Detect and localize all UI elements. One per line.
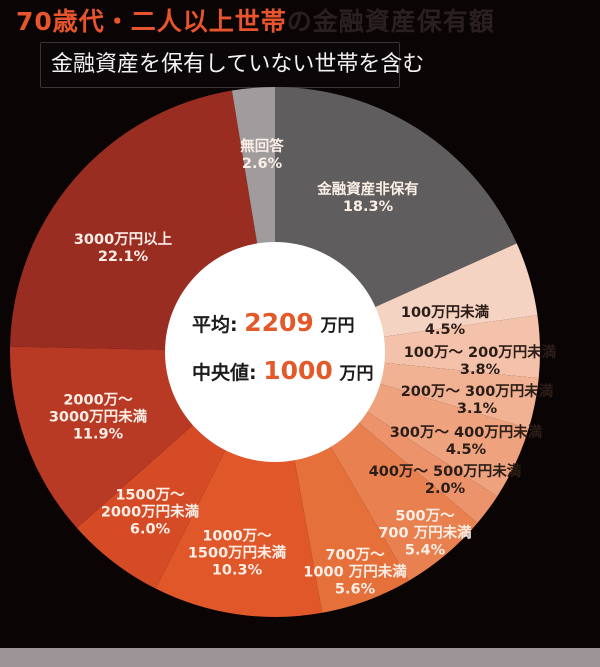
slice-label-line: 2.6%: [241, 156, 283, 172]
slice-label: 200万～ 300万円未満 3.1%: [401, 384, 554, 418]
pie-slice: [275, 315, 540, 379]
footer-strip: [0, 648, 600, 667]
chart-title-visible: 70歳代・二人以上世帯: [16, 7, 287, 36]
slice-label-line: 10.3%: [211, 562, 263, 579]
slice-label-line: 1000万～: [202, 528, 272, 545]
slice-label-line: 3000万円以上: [73, 232, 173, 248]
center-summary: 平均: 2209 万円 中央値: 1000 万円: [192, 308, 373, 404]
donut-hole: [165, 242, 385, 462]
slice-label-line: 2.0%: [424, 481, 466, 497]
slice-label-line: 3000万円未満: [48, 409, 148, 426]
median-value: 1000: [263, 356, 333, 385]
slice-label-line: 100万～ 200万円未満: [403, 345, 557, 361]
slice-label-line: 5.4%: [404, 542, 446, 559]
slice-label: 3000万円以上 22.1%: [74, 232, 172, 266]
slice-label: 500万～ 700 万円未満 5.4%: [378, 509, 471, 560]
slice-label-line: 500万～: [395, 508, 455, 525]
slice-label-line: 18.3%: [342, 199, 394, 215]
slice-label-line: 300万～ 400万円未満: [389, 425, 543, 441]
slice-label: 1000万～ 1500万円未満 10.3%: [188, 529, 286, 580]
slice-label-line: 1500万～: [115, 487, 185, 504]
slice-label-line: 5.6%: [334, 581, 376, 598]
slice-label-line: 100万円未満: [400, 305, 490, 321]
slice-label-line: 6.0%: [129, 521, 171, 538]
slice-label-line: 3.8%: [459, 362, 501, 378]
slice-label: 100万円未満 4.5%: [401, 305, 489, 339]
median-unit: 万円: [339, 364, 374, 384]
mean-label: 平均: [192, 314, 231, 336]
slice-label: 300万～ 400万円未満 4.5%: [390, 425, 543, 459]
chart-title-obscured: の金融資産保有額: [286, 7, 495, 36]
slice-label-line: 無回答: [240, 139, 284, 155]
slice-label-line: 2000万～: [63, 392, 133, 409]
median-label: 中央値: [192, 362, 250, 384]
slice-label-line: 4.5%: [445, 442, 487, 458]
chart-title: 70歳代・二人以上世帯の金融資産保有額: [16, 2, 495, 38]
title-bar: 70歳代・二人以上世帯の金融資産保有額: [0, 0, 600, 36]
mean-value: 2209: [244, 308, 314, 337]
slice-label-line: 11.9%: [72, 426, 124, 443]
slice-label-line: 金融資産非保有: [317, 182, 419, 198]
slice-label: 1500万～ 2000万円未満 6.0%: [101, 488, 199, 539]
slice-label-line: 700万～: [325, 547, 385, 564]
slice-label-line: 700 万円未満: [378, 525, 472, 542]
slice-label-line: 2000万円未満: [100, 504, 200, 521]
chart-subtitle: 金融資産を保有していない世帯を含む: [40, 42, 424, 88]
slice-label-line: 22.1%: [97, 249, 149, 265]
slice-label-line: 3.1%: [456, 401, 498, 417]
slice-label: 400万～ 500万円未満 2.0%: [369, 464, 522, 498]
slice-label-line: 1000 万円未満: [303, 564, 407, 581]
mean-row: 平均: 2209 万円: [192, 308, 355, 337]
median-row: 中央値: 1000 万円: [192, 356, 374, 385]
slice-label: 無回答 2.6%: [240, 139, 284, 173]
slice-label: 700万～ 1000 万円未満 5.6%: [303, 548, 406, 599]
mean-unit: 万円: [320, 316, 355, 336]
slice-label-line: 200万～ 300万円未満: [400, 384, 554, 400]
slice-label: 100万～ 200万円未満 3.8%: [404, 345, 557, 379]
slice-label: 2000万～ 3000万円未満 11.9%: [49, 393, 147, 444]
slice-label-line: 1500万円未満: [187, 545, 287, 562]
slice-label-line: 4.5%: [424, 322, 466, 338]
slice-label-line: 400万～ 500万円未満: [368, 464, 522, 480]
slice-label: 金融資産非保有 18.3%: [317, 182, 419, 216]
